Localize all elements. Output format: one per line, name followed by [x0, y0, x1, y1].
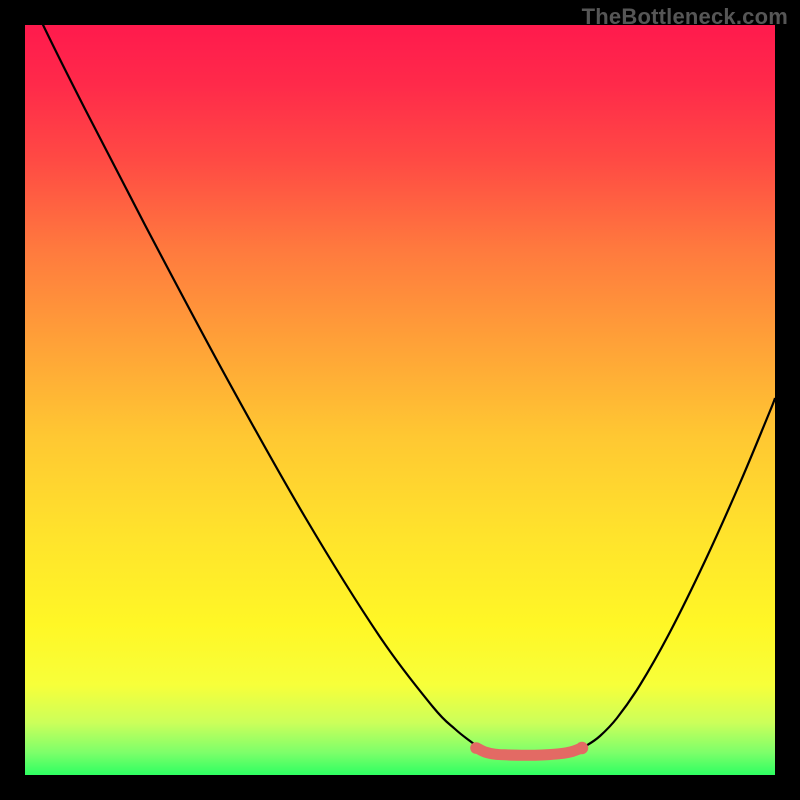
optimal-range-end-dot: [576, 742, 588, 754]
plot-area: [25, 25, 775, 775]
optimal-range-start-dot: [470, 742, 482, 754]
gradient-background: [25, 25, 775, 775]
chart-frame: TheBottleneck.com: [0, 0, 800, 800]
